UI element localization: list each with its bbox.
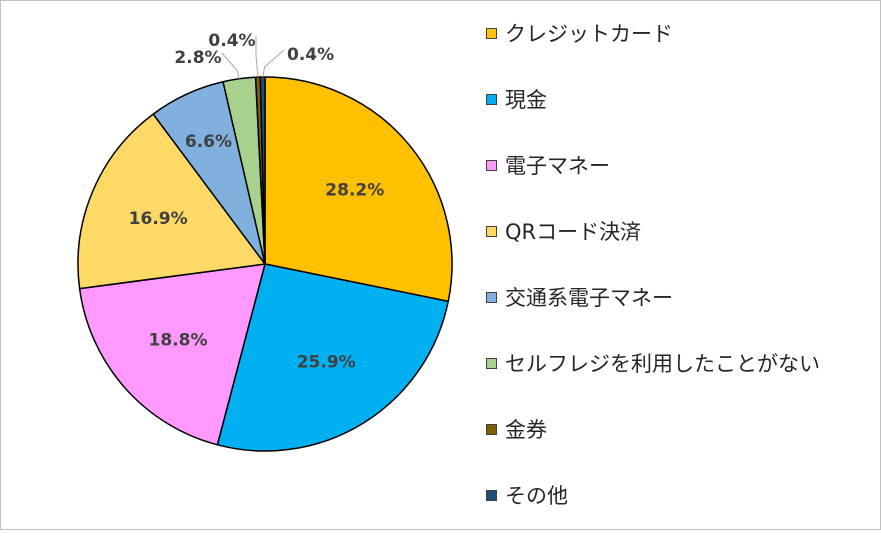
pie-slice — [264, 76, 453, 303]
legend-item: セルフレジを利用したことがない — [486, 350, 876, 416]
legend-label: セルフレジを利用したことがない — [505, 352, 820, 376]
data-label: 2.8% — [174, 48, 221, 68]
legend-swatch — [486, 292, 497, 303]
legend-item: 現金 — [486, 86, 876, 152]
data-label: 28.2% — [325, 181, 384, 201]
data-label: 6.6% — [185, 132, 232, 152]
legend-label: 金券 — [505, 418, 547, 442]
legend-item: QRコード決済 — [486, 218, 876, 284]
legend-swatch — [486, 160, 497, 171]
legend-item: クレジットカード — [486, 20, 876, 86]
legend-swatch — [486, 490, 497, 501]
legend-swatch — [486, 226, 497, 237]
pie-chart: 28.2%25.9%18.8%16.9%6.6%2.8%0.4%0.4% — [77, 31, 453, 452]
legend-item: 電子マネー — [486, 152, 876, 218]
pie-slice — [78, 263, 266, 446]
chart-frame: 28.2% 25.9% 18.8% 16.9% 6.6% 2.8% 0.4% 0.4% クレジ… — [0, 0, 881, 530]
leader-line — [262, 49, 285, 78]
data-label: 0.4% — [208, 31, 255, 51]
legend-swatch — [486, 94, 497, 105]
legend-label: 現金 — [505, 88, 547, 112]
legend-label: QRコード決済 — [505, 220, 642, 244]
legend-swatch — [486, 28, 497, 39]
legend-swatch — [486, 424, 497, 435]
pie-slice — [216, 263, 449, 452]
legend-item: 金券 — [486, 416, 876, 482]
legend-item: 交通系電子マネー — [486, 284, 876, 350]
legend: クレジットカード 現金電子マネー QRコード決済交通系電子マネーセルフレジを利用した… — [486, 20, 876, 548]
data-label: 25.9% — [297, 352, 356, 372]
legend-item: その他 — [486, 482, 876, 548]
data-label: 0.4% — [287, 45, 334, 65]
pie-slice — [77, 113, 266, 290]
legend-label: その他 — [505, 484, 568, 508]
legend-swatch — [486, 358, 497, 369]
data-label: 16.9% — [129, 209, 188, 229]
legend-label: クレジットカード — [505, 22, 673, 46]
data-label: 18.8% — [149, 331, 208, 351]
legend-label: 電子マネー — [505, 154, 610, 178]
leader-line — [255, 35, 259, 78]
leader-line — [221, 52, 240, 79]
legend-label: 交通系電子マネー — [505, 286, 673, 310]
